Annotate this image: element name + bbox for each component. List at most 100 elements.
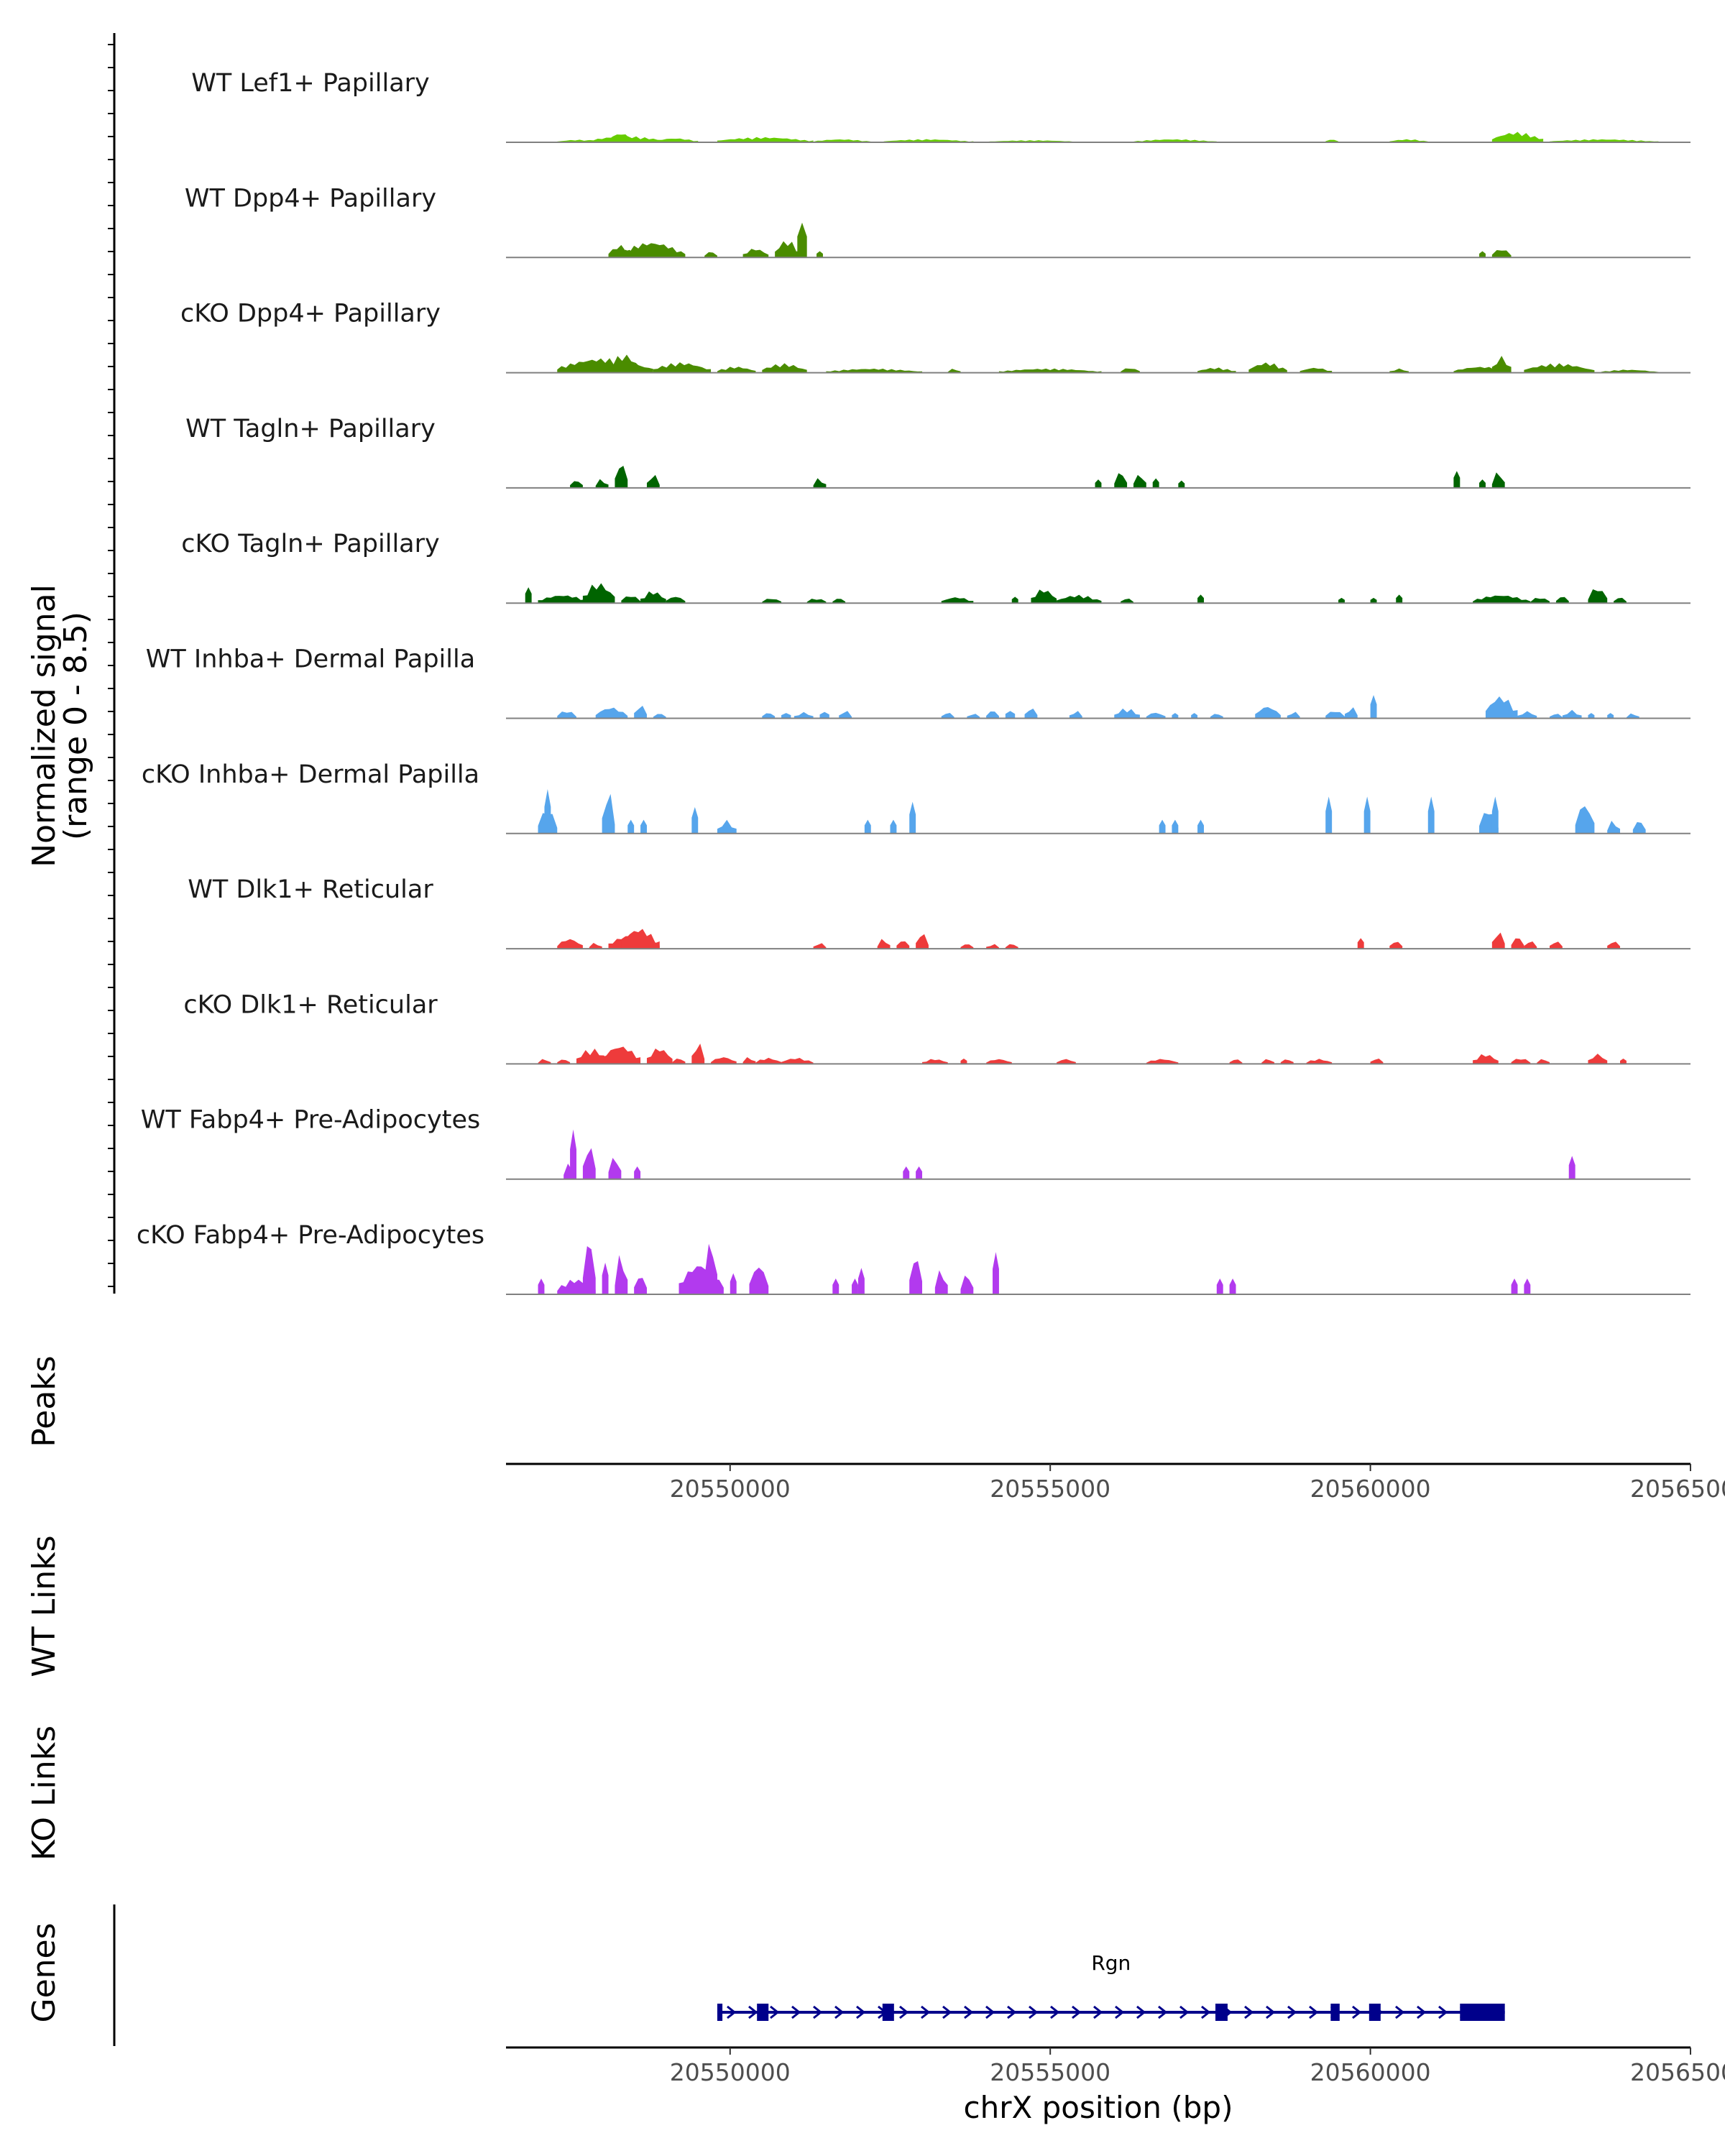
signal-peak: [1550, 941, 1563, 949]
signal-peak: [1325, 711, 1345, 719]
strand-arrow: [985, 2005, 995, 2019]
ylabel-line1: Normalized signal: [26, 584, 63, 867]
signal-peak: [909, 801, 916, 834]
signal-peak: [653, 362, 712, 373]
signal-peak: [1300, 367, 1333, 373]
signal-peak: [1178, 480, 1185, 488]
signal-peak: [1575, 806, 1595, 834]
x-tick-label: 20550000: [670, 1475, 791, 1503]
strand-arrow: [1093, 2005, 1103, 2019]
signal-peak: [922, 1059, 948, 1064]
signal-peak: [896, 941, 910, 949]
signal-peak: [1255, 706, 1281, 719]
signal-peak: [691, 1044, 705, 1064]
signal-peak: [1057, 594, 1102, 604]
signal-peak: [813, 943, 827, 949]
strand-arrow: [1115, 2005, 1125, 2019]
signal-peak: [627, 819, 635, 834]
signal-peak: [640, 591, 666, 604]
signal-peak: [1568, 1156, 1576, 1179]
track: WT Lef1+ Papillary: [191, 69, 1690, 143]
signal-peak: [890, 819, 897, 834]
signal-peak: [717, 367, 756, 373]
signal-peak: [1210, 714, 1223, 719]
signal-peak: [1146, 712, 1166, 719]
signal-peak: [1588, 1054, 1608, 1064]
signal-peak: [1261, 1059, 1274, 1064]
signal-peak: [1530, 597, 1550, 604]
signal-peak: [1479, 251, 1486, 258]
signal-peak: [602, 1262, 609, 1294]
signal-peak: [826, 369, 923, 373]
signal-peak: [1491, 356, 1512, 373]
strand-arrow: [1287, 2005, 1297, 2019]
signal-peak: [1172, 819, 1179, 834]
signal-peak: [794, 711, 814, 719]
signal-peak: [544, 789, 551, 834]
signal-peak: [1197, 594, 1204, 604]
gene-exon: [757, 2004, 769, 2021]
signal-peak: [646, 474, 660, 488]
signal-peak: [1121, 598, 1133, 604]
signal-peak: [1370, 597, 1377, 604]
signal-peak: [691, 807, 699, 834]
signal-peak: [916, 1166, 923, 1179]
signal-peak: [781, 713, 791, 719]
track-label: WT Dpp4+ Papillary: [185, 184, 436, 213]
signal-peak: [557, 939, 583, 949]
signal-peak: [993, 1252, 999, 1294]
x-tick-label: 20560000: [1310, 2058, 1431, 2086]
signal-peak: [1389, 941, 1403, 949]
signal-peak: [595, 707, 628, 719]
signal-peak: [1491, 472, 1505, 488]
gene-name-label: Rgn: [1091, 1951, 1131, 1975]
strand-arrow: [1050, 2005, 1060, 2019]
signal-peak: [1389, 139, 1428, 142]
signal-peak: [1338, 597, 1345, 604]
signal-peak: [1152, 478, 1159, 488]
strand-arrow: [834, 2005, 845, 2019]
signal-peak: [717, 819, 737, 834]
signal-peak: [1491, 796, 1499, 834]
signal-peak: [704, 252, 717, 258]
track: WT Dlk1+ Reticular: [188, 875, 1690, 950]
signal-peak: [813, 478, 827, 488]
signal-peak: [775, 241, 801, 258]
signal-peak: [1473, 1054, 1499, 1064]
gene-exon: [1460, 2004, 1505, 2021]
signal-peak: [916, 934, 929, 949]
signal-peak: [1370, 1058, 1384, 1064]
signal-peak: [1537, 1059, 1550, 1064]
track: WT Inhba+ Dermal Papilla: [146, 645, 1690, 719]
signal-peak: [1370, 695, 1377, 719]
signal-peak: [1389, 368, 1409, 373]
signal-peak: [960, 1275, 974, 1294]
signal-peak: [1280, 1059, 1294, 1064]
signal-peak: [742, 249, 769, 258]
signal-peak: [947, 369, 961, 373]
track: cKO Dpp4+ Papillary: [180, 300, 1690, 374]
peaks-panel-label: Peaks: [26, 1355, 63, 1447]
signal-peak: [883, 139, 974, 142]
signal-peak: [755, 1057, 782, 1064]
gene-exon: [1368, 2004, 1381, 2021]
signal-peak: [742, 1056, 756, 1064]
signal-peak: [589, 943, 602, 949]
signal-peak: [832, 1278, 840, 1294]
coverage-tracks: WT Lef1+ Papillary WT Dpp4+ Papillary cKO …: [137, 69, 1690, 1295]
signal-peak: [1620, 1059, 1627, 1064]
signal-peak: [621, 243, 686, 258]
signal-peak: [839, 711, 852, 719]
strand-arrow: [1072, 2005, 1082, 2019]
signal-peak: [1491, 250, 1512, 258]
signal-peak: [852, 1278, 858, 1294]
signal-peak: [1607, 821, 1621, 834]
signal-peak: [1511, 1278, 1518, 1294]
gene-exon: [882, 2004, 894, 2021]
signal-peak: [1491, 932, 1505, 949]
strand-arrow: [942, 2005, 952, 2019]
wt-links-panel-label: WT Links: [26, 1535, 63, 1677]
signal-peak: [877, 939, 891, 949]
genes-panel-label: Genes: [26, 1922, 63, 2022]
signal-peak: [582, 1246, 596, 1294]
